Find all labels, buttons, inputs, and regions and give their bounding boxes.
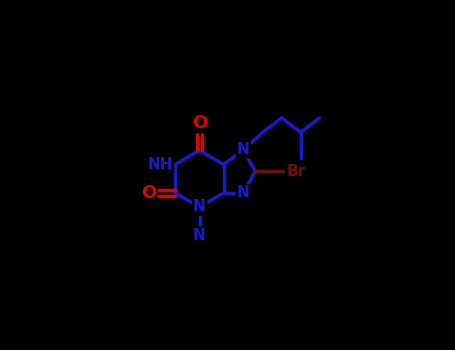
Text: Br: Br <box>287 164 306 179</box>
Text: N: N <box>193 228 206 243</box>
Text: N: N <box>237 186 250 201</box>
Text: NH: NH <box>147 157 173 172</box>
Text: O: O <box>192 114 207 132</box>
Text: N: N <box>193 199 206 215</box>
Text: O: O <box>141 184 156 202</box>
Text: N: N <box>237 142 250 157</box>
